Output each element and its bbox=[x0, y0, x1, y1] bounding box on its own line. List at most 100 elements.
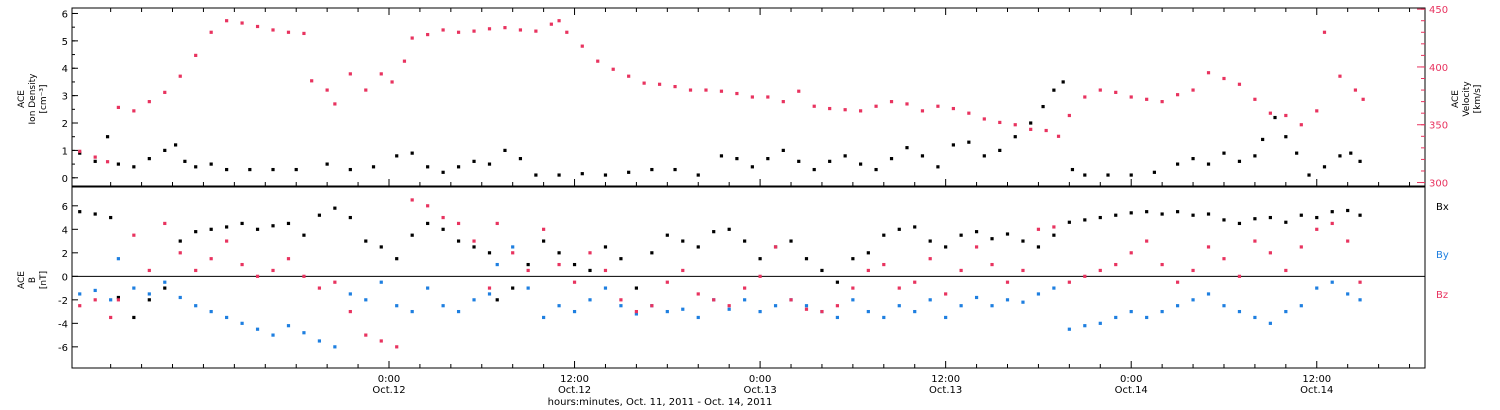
bfield-point-bx bbox=[1114, 213, 1118, 217]
bfield-point-bz bbox=[132, 233, 136, 237]
plasma-point-black bbox=[1083, 173, 1087, 177]
bfield-point-bx bbox=[913, 225, 917, 229]
bfield-point-bz bbox=[588, 251, 592, 255]
bfield-point-bz bbox=[913, 280, 917, 284]
plasma-point-pink bbox=[1029, 127, 1033, 131]
bfield-point-by bbox=[1206, 292, 1211, 296]
plasma-point-pink bbox=[441, 28, 445, 32]
bfield-point-bz bbox=[572, 280, 577, 284]
bfield-point-bz bbox=[286, 257, 291, 261]
bfield-point-bz bbox=[456, 221, 461, 226]
plasma-point-pink bbox=[797, 89, 801, 93]
bfield-point-bz bbox=[804, 307, 809, 311]
bfield-point-by bbox=[1175, 304, 1180, 308]
bfield-point-by bbox=[588, 298, 592, 302]
bfield-point-bx bbox=[487, 251, 492, 255]
plasma-point-pink bbox=[688, 88, 693, 92]
xtick-label-time: 0:00 bbox=[1120, 374, 1142, 385]
bfield-point-by bbox=[109, 298, 113, 302]
plasma-point-pink bbox=[518, 28, 523, 32]
plasma-point-pink bbox=[255, 24, 260, 29]
plasma-point-pink bbox=[874, 104, 878, 108]
bfield-point-bx bbox=[897, 227, 901, 231]
plasma-point-black bbox=[1358, 159, 1362, 163]
bfield-point-by bbox=[804, 304, 809, 308]
plasma-point-black bbox=[1175, 162, 1180, 166]
ytick-label-right-top: 300 bbox=[1429, 179, 1448, 190]
bfield-point-bx bbox=[163, 286, 167, 290]
xtick-label-date: Oct.13 bbox=[743, 385, 776, 396]
plasma-point-pink bbox=[565, 30, 569, 34]
bfield-point-by bbox=[333, 345, 337, 349]
bfield-point-bx bbox=[665, 233, 669, 237]
bfield-point-bx bbox=[1129, 211, 1133, 215]
bfield-point-bx bbox=[1191, 213, 1195, 217]
plasma-point-black bbox=[1191, 157, 1195, 161]
plasma-point-black bbox=[1295, 151, 1299, 155]
bfield-point-bx bbox=[866, 251, 870, 255]
bfield-point-bx bbox=[1052, 233, 1056, 237]
bfield-point-by bbox=[1358, 298, 1362, 302]
bfield-point-bz bbox=[1067, 280, 1071, 284]
ylabel-density-line: Ion Density bbox=[28, 73, 38, 125]
xtick-label-date: Oct.12 bbox=[372, 385, 405, 396]
plasma-point-pink bbox=[364, 88, 368, 92]
bfield-point-bx bbox=[835, 280, 840, 284]
plasma-point-black bbox=[194, 165, 198, 169]
ytick-label-right-top: 350 bbox=[1429, 121, 1448, 132]
bfield-point-by bbox=[379, 280, 383, 284]
ytick-label-left-bottom: -4 bbox=[58, 319, 68, 330]
bfield-point-bx bbox=[410, 233, 414, 237]
bfield-point-bz bbox=[495, 221, 499, 226]
plasma-point-pink bbox=[920, 109, 925, 113]
plasma-point-pink bbox=[310, 79, 314, 83]
bfield-point-by bbox=[603, 286, 608, 290]
bfield-point-bz bbox=[410, 198, 414, 202]
plasma-point-pink bbox=[1044, 128, 1048, 133]
bfield-point-by bbox=[78, 292, 82, 296]
plasma-point-pink bbox=[225, 19, 229, 23]
bfield-point-by bbox=[209, 309, 213, 314]
bfield-point-by bbox=[1268, 321, 1272, 325]
ytick-label-left-top: 3 bbox=[62, 92, 68, 103]
plasma-point-black bbox=[1052, 88, 1056, 92]
bfield-point-by bbox=[835, 315, 840, 320]
plasma-point-black bbox=[294, 167, 298, 172]
plasma-point-black bbox=[174, 143, 178, 147]
bfield-point-bz bbox=[820, 309, 824, 314]
bfield-point-bz bbox=[944, 292, 948, 296]
x-axis-title: hours:minutes, Oct. 11, 2011 - Oct. 14, … bbox=[548, 397, 773, 408]
bfield-point-bx bbox=[526, 262, 530, 267]
plasma-point-black bbox=[225, 167, 229, 172]
bfield-point-bx bbox=[1005, 232, 1010, 236]
bfield-point-bx bbox=[286, 221, 291, 226]
ytick-label-left-top: 4 bbox=[62, 64, 68, 75]
ylabel-velocity-line: Velocity bbox=[1462, 81, 1472, 117]
bfield-point-bz bbox=[194, 268, 198, 273]
bfield-point-bx bbox=[542, 239, 546, 243]
plasma-point-pink bbox=[951, 106, 955, 111]
plasma-point-black bbox=[843, 154, 847, 158]
bfield-point-bx bbox=[712, 230, 716, 234]
plasma-point-black bbox=[696, 173, 700, 177]
plasma-point-black bbox=[627, 170, 631, 174]
bfield-point-by bbox=[1284, 309, 1288, 314]
ytick-label-left-top: 0 bbox=[62, 174, 68, 185]
bfield-point-bx bbox=[147, 298, 151, 302]
bfield-point-bz bbox=[526, 268, 530, 273]
bfield-point-by bbox=[426, 286, 430, 290]
plasma-point-pink bbox=[1268, 111, 1272, 115]
legend-by: By bbox=[1436, 250, 1449, 261]
bfield-point-bx bbox=[1358, 213, 1362, 217]
plasma-point-black bbox=[951, 143, 955, 147]
bfield-point-bx bbox=[495, 298, 499, 302]
bfield-point-bz bbox=[959, 268, 963, 273]
plasma-point-pink bbox=[325, 88, 329, 92]
bfield-point-bx bbox=[1222, 218, 1226, 222]
bfield-point-bz bbox=[1114, 262, 1118, 267]
plasma-point-black bbox=[673, 167, 677, 172]
bfield-point-by bbox=[882, 315, 886, 320]
plasma-point-pink bbox=[348, 72, 352, 76]
ylabel-density: ACE Ion Density [cm⁻³] bbox=[17, 73, 49, 125]
bfield-point-bz bbox=[364, 333, 368, 337]
